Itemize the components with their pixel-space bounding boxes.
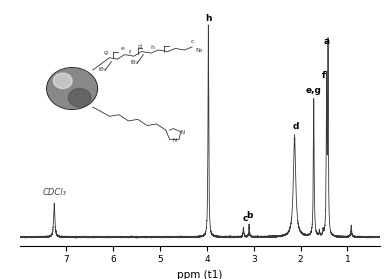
Text: a: a [324, 37, 330, 47]
X-axis label: ppm (t1): ppm (t1) [177, 270, 223, 279]
Text: f: f [322, 71, 326, 80]
Text: h: h [205, 14, 212, 23]
Text: d: d [293, 122, 299, 131]
Text: CDCl₃: CDCl₃ [42, 188, 66, 197]
Text: c: c [242, 214, 248, 223]
Text: b: b [246, 211, 252, 220]
Text: e,g: e,g [305, 86, 321, 95]
